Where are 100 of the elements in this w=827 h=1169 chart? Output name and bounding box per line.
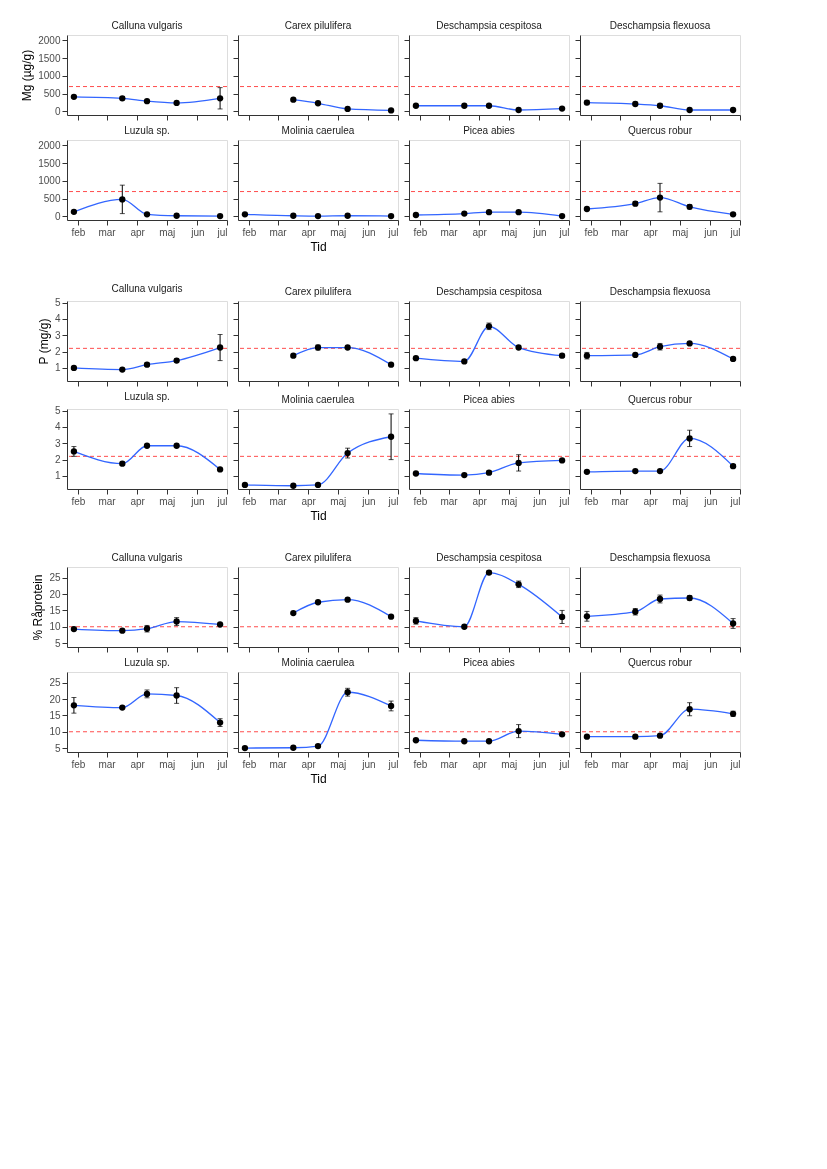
y-tick-label: 1000 [38, 70, 61, 82]
x-axis-title: Tid [310, 771, 327, 786]
chart-title: Deschampsia cespitosa [436, 286, 543, 297]
x-tick-label: mar [98, 226, 117, 238]
y-tick-label: 3 [54, 437, 61, 449]
y-tick-label: 5 [54, 637, 61, 649]
chart-title: Molinia caerulea [281, 657, 355, 668]
x-tick-label: jun [361, 758, 376, 770]
chart-title: Deschampsia cespitosa [436, 20, 543, 31]
x-tick-label: maj [330, 758, 347, 770]
x-tick-label: mar [269, 758, 288, 770]
chart-title: Molinia caerulea [281, 394, 355, 405]
x-tick-label: mar [269, 226, 288, 238]
x-tick-label: apr [130, 758, 146, 770]
y-tick-label: 5 [54, 405, 61, 417]
chart-title: Quercus robur [628, 394, 693, 405]
chart-title: Luzula sp. [124, 125, 170, 136]
x-tick-label: maj [501, 758, 518, 770]
x-tick-label: jun [190, 495, 205, 507]
y-tick-label: 20 [49, 588, 61, 600]
y-tick-label: 25 [49, 572, 61, 584]
chart-title: Quercus robur [628, 657, 693, 668]
x-tick-label: feb [71, 226, 86, 238]
x-tick-label: jun [532, 758, 547, 770]
x-tick-label: maj [330, 495, 347, 507]
x-tick-label: jun [703, 226, 718, 238]
x-tick-label: maj [672, 758, 689, 770]
chart-title: Deschampsia flexuosa [609, 20, 711, 31]
x-tick-label: jul [387, 495, 399, 507]
x-tick-label: jun [361, 226, 376, 238]
chart-title: Picea abies [463, 394, 515, 405]
x-tick-label: feb [242, 495, 257, 507]
x-tick-label: apr [130, 226, 146, 238]
x-tick-label: mar [611, 758, 630, 770]
chart-title: Quercus robur [628, 125, 693, 136]
x-axis-title: Tid [310, 239, 327, 254]
x-tick-label: jul [216, 758, 228, 770]
y-tick-label: 10 [49, 726, 61, 738]
x-tick-label: mar [269, 495, 288, 507]
x-tick-label: jun [703, 495, 718, 507]
x-tick-label: maj [159, 226, 176, 238]
x-tick-label: mar [611, 495, 630, 507]
x-tick-label: apr [643, 226, 659, 238]
y-tick-label: 1 [54, 470, 61, 482]
x-tick-label: feb [584, 758, 599, 770]
x-tick-label: jul [387, 758, 399, 770]
chart-title: Carex pilulifera [284, 286, 352, 297]
x-tick-label: apr [301, 758, 317, 770]
x-axis-title: Tid [310, 508, 327, 523]
x-tick-label: mar [440, 758, 459, 770]
x-tick-label: apr [301, 226, 317, 238]
x-tick-label: jul [729, 226, 741, 238]
x-tick-label: mar [440, 226, 459, 238]
x-tick-label: maj [159, 758, 176, 770]
x-tick-label: jul [558, 226, 570, 238]
x-tick-label: apr [130, 495, 146, 507]
x-tick-label: feb [242, 758, 257, 770]
x-tick-label: maj [501, 226, 518, 238]
y-tick-label: 10 [49, 621, 61, 633]
x-tick-label: apr [472, 495, 488, 507]
y-tick-label: 2 [54, 454, 61, 466]
chart-title: Deschampsia flexuosa [609, 286, 711, 297]
y-tick-label: 500 [43, 193, 61, 205]
x-tick-label: feb [71, 495, 86, 507]
x-tick-label: maj [672, 226, 689, 238]
x-tick-label: jun [361, 495, 376, 507]
x-tick-label: feb [413, 226, 428, 238]
x-tick-label: feb [584, 495, 599, 507]
chart-title: Picea abies [463, 657, 515, 668]
x-tick-label: jun [703, 758, 718, 770]
x-tick-label: maj [501, 495, 518, 507]
y-tick-label: 4 [54, 313, 61, 325]
x-tick-label: jun [190, 758, 205, 770]
x-tick-label: apr [472, 226, 488, 238]
y-tick-label: 0 [54, 105, 61, 117]
chart-title: Calluna vulgaris [111, 20, 183, 31]
x-tick-label: jul [387, 226, 399, 238]
y-tick-label: 4 [54, 421, 61, 433]
x-tick-label: jun [190, 226, 205, 238]
y-axis-title: Mg (µg/g) [20, 49, 35, 102]
chart-title: Calluna vulgaris [111, 282, 183, 294]
x-tick-label: feb [413, 758, 428, 770]
chart-title: Deschampsia cespitosa [436, 552, 543, 563]
y-tick-label: 1500 [38, 52, 61, 64]
y-tick-label: 20 [49, 693, 61, 705]
x-tick-label: feb [413, 495, 428, 507]
x-tick-label: mar [611, 226, 630, 238]
x-tick-label: maj [330, 226, 347, 238]
y-tick-label: 15 [49, 709, 61, 721]
chart-title: Luzula sp. [124, 657, 170, 668]
y-tick-label: 1 [54, 362, 61, 374]
chart-title: Luzula sp. [124, 390, 170, 402]
x-tick-label: jul [558, 495, 570, 507]
x-tick-label: apr [643, 758, 659, 770]
y-tick-label: 5 [54, 297, 61, 309]
chart-title: Carex pilulifera [284, 552, 352, 563]
y-tick-label: 2000 [38, 34, 61, 46]
y-tick-label: 15 [49, 604, 61, 616]
x-tick-label: feb [584, 226, 599, 238]
x-tick-label: jul [216, 226, 228, 238]
